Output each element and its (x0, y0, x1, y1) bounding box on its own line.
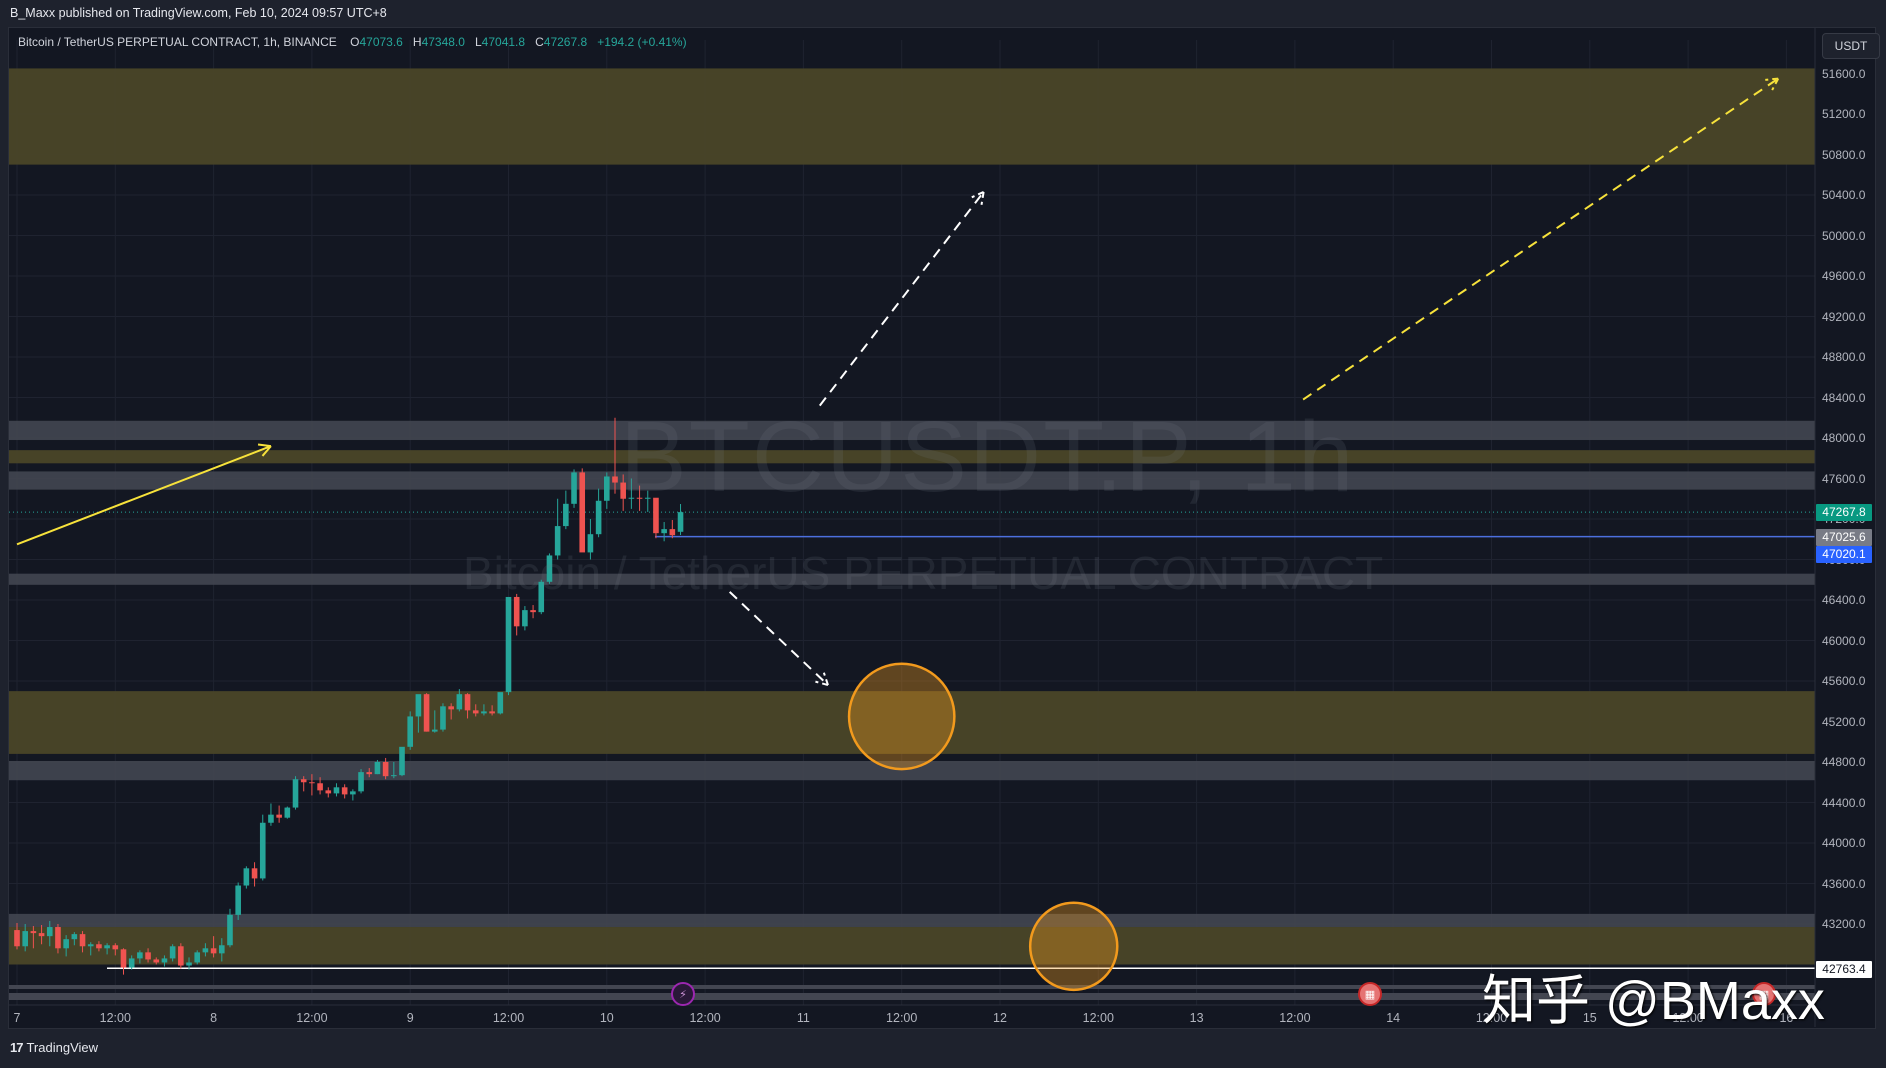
author-watermark: 知乎 @BMaxx (1482, 971, 1825, 1031)
time-axis-label: 8 (210, 1011, 218, 1025)
symbol-legend: Bitcoin / TetherUS PERPETUAL CONTRACT, 1… (18, 35, 687, 49)
time-axis-label: 12:00 (99, 1011, 131, 1025)
time-axis-label: 14 (1386, 1011, 1401, 1025)
drawings (16, 77, 1780, 992)
price-axis-label: 48400.0 (1822, 390, 1866, 405)
open-key: O (350, 35, 360, 49)
time-axis-label: 12:00 (689, 1011, 721, 1025)
us-flag-event-icon[interactable]: ▦ (1358, 982, 1382, 1006)
time-axis-label: 12:00 (296, 1011, 328, 1025)
time-axis-label: 12:00 (492, 1011, 525, 1025)
low-value: 47041.8 (481, 35, 526, 49)
tradingview-logo-icon: 17 (10, 1040, 24, 1055)
time-axis-label: 12 (993, 1011, 1007, 1025)
time-axis-label: 15 (1582, 1011, 1597, 1025)
time-axis-label: 12:00 (1672, 1011, 1704, 1025)
time-axis-label: 12:00 (1279, 1011, 1311, 1025)
price-axis-label: 51600.0 (1822, 66, 1866, 81)
high-value: 47348.0 (421, 35, 465, 49)
time-axis-label: 13 (1189, 1011, 1204, 1025)
open-value: 47073.6 (359, 35, 403, 49)
zones (9, 68, 1815, 1000)
grid-lines (9, 40, 1815, 1005)
price-axis-label: 50800.0 (1822, 147, 1866, 162)
hline-price-tag: 47025.6 (1816, 529, 1872, 546)
price-axis-label: 45200.0 (1822, 714, 1866, 729)
price-axis-label: 44400.0 (1822, 795, 1866, 810)
last-price-tag: 47267.8 (1816, 504, 1872, 521)
footer: 17 TradingView (10, 1040, 98, 1055)
price-axis-label: 48000.0 (1822, 431, 1866, 445)
time-axis-label: 10 (599, 1011, 614, 1025)
time-axis-label: 12:00 (1082, 1011, 1114, 1025)
candles (14, 417, 684, 975)
symbol-title[interactable]: Bitcoin / TetherUS PERPETUAL CONTRACT, 1… (18, 35, 337, 49)
close-value: 47267.8 (543, 35, 588, 49)
high-key: H (412, 35, 422, 49)
horizontal-lines (9, 511, 1815, 969)
price-axis-label: 46000.0 (1822, 633, 1866, 648)
price-axis-label: 50000.0 (1822, 228, 1866, 243)
price-axis-label: 43200.0 (1822, 917, 1866, 931)
time-axis-label: 12:00 (886, 1011, 918, 1025)
price-axis-label: 48800.0 (1822, 350, 1866, 364)
time-axis-label: 12:00 (1475, 1011, 1508, 1025)
time-axis-label: 16 (1779, 1011, 1794, 1025)
price-axis-label: 50400.0 (1822, 188, 1866, 202)
low-price-tag: 42763.4 (1816, 961, 1872, 978)
price-axis-label: 43600.0 (1822, 876, 1866, 891)
brand-name: TradingView (26, 1040, 99, 1055)
price-axis-label: 44800.0 (1822, 755, 1866, 769)
price-axis-label: 46400.0 (1822, 593, 1866, 607)
price-axis-label: 47600.0 (1822, 471, 1866, 486)
price-axis-label: 51200.0 (1822, 107, 1866, 121)
change-value: +194.2 (+0.41%) (597, 35, 687, 49)
price-axis-label: 45600.0 (1822, 674, 1866, 688)
low-key: L (474, 35, 482, 49)
publisher-line: B_Maxx published on TradingView.com, Feb… (10, 6, 387, 20)
chart-frame (8, 27, 1876, 1029)
lightning-event-icon[interactable]: ⚡ (671, 982, 695, 1006)
price-axis-label: 49200.0 (1822, 309, 1866, 324)
price-axis-label: 44000.0 (1822, 836, 1866, 850)
price-axis-label: 49600.0 (1822, 269, 1866, 283)
us-flag-event-icon[interactable]: ▦ (1752, 982, 1776, 1006)
currency-button[interactable]: USDT (1822, 33, 1880, 59)
time-axis-label: 11 (796, 1011, 810, 1025)
time-axis-label: 7 (13, 1011, 21, 1025)
blue-price-tag: 47020.1 (1816, 546, 1872, 563)
close-key: C (535, 35, 544, 49)
time-axis-label: 9 (406, 1011, 414, 1025)
